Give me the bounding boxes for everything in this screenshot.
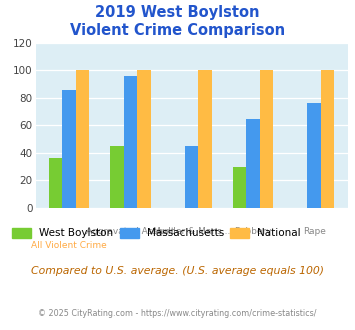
Text: © 2025 CityRating.com - https://www.cityrating.com/crime-statistics/: © 2025 CityRating.com - https://www.city… [38,309,317,317]
Bar [185,146,198,208]
Legend: West Boylston, Massachusetts, National: West Boylston, Massachusetts, National [12,228,301,239]
Text: Aggravated Assault: Aggravated Assault [86,227,175,236]
Text: Robbery: Robbery [234,227,272,236]
Text: Violent Crime Comparison: Violent Crime Comparison [70,23,285,38]
Text: All Violent Crime: All Violent Crime [31,241,107,250]
Bar [137,70,151,208]
Text: Murder & Mans...: Murder & Mans... [153,227,230,236]
Bar [76,70,89,208]
Bar [233,167,246,208]
Text: Rape: Rape [303,227,326,236]
Bar [62,90,76,208]
Bar [321,70,334,208]
Bar [124,76,137,208]
Bar [198,70,212,208]
Bar [49,158,62,208]
Text: 2019 West Boylston: 2019 West Boylston [95,5,260,20]
Bar [260,70,273,208]
Text: Compared to U.S. average. (U.S. average equals 100): Compared to U.S. average. (U.S. average … [31,266,324,276]
Bar [110,146,124,208]
Bar [307,103,321,208]
Bar [246,118,260,208]
